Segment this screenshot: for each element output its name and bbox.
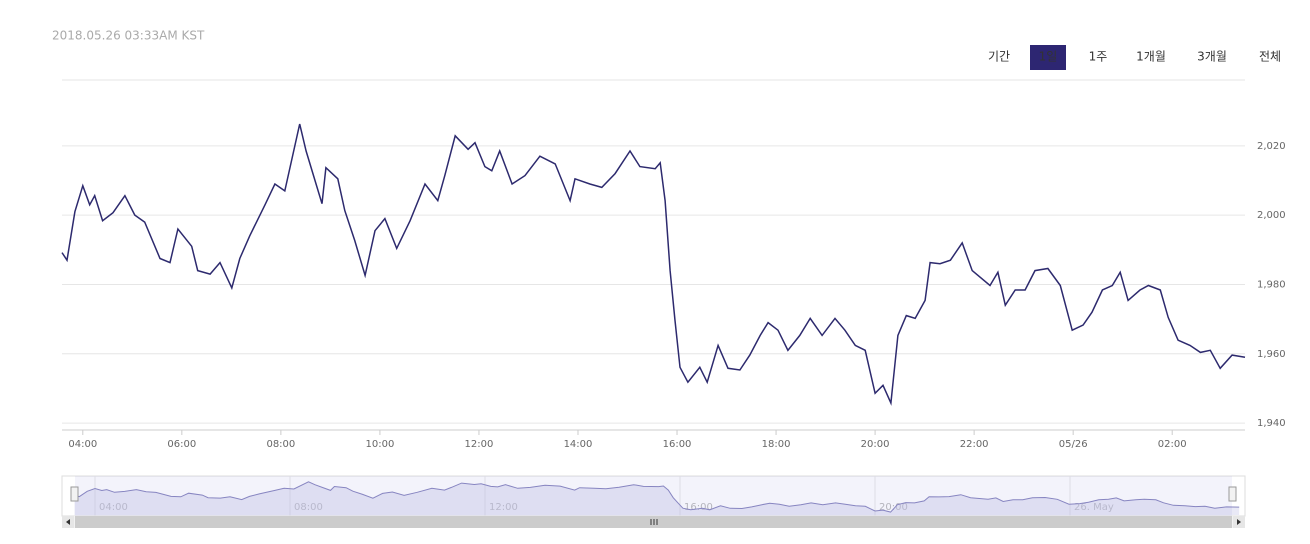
- navigator-handle-right[interactable]: [1228, 486, 1237, 502]
- y-tick-label: 1,960: [1257, 349, 1286, 360]
- navigator-tick-label: 26. May: [1074, 502, 1114, 513]
- navigator-area: [74, 481, 1240, 515]
- x-tick-label: 08:00: [266, 439, 295, 450]
- navigator-handle-left[interactable]: [70, 486, 79, 502]
- x-tick-label: 14:00: [564, 439, 593, 450]
- plot: 1,940 1,960 1,980 2,000 2,020 04:00 06:00 08:00…: [61, 123, 1286, 450]
- range-button[interactable]: 1개월: [1136, 50, 1166, 64]
- range-buttons: 1일 1주 1개월 3개월 전체: [1030, 45, 1281, 70]
- scroll-right-arrow: [1237, 519, 1241, 525]
- navigator-line: [74, 481, 1240, 513]
- navigator-tick-label: 04:00: [99, 502, 128, 513]
- x-tick-label: 16:00: [663, 439, 692, 450]
- navigator-tick-label: 08:00: [294, 502, 323, 513]
- x-tick-label: 04:00: [68, 439, 97, 450]
- x-tick-label: 12:00: [465, 439, 494, 450]
- navigator-tick-label: 20:00: [879, 502, 908, 513]
- timestamp: 2018.05.26 03:33AM KST: [52, 29, 205, 43]
- x-tick-label: 10:00: [365, 439, 394, 450]
- y-tick-label: 1,980: [1257, 279, 1286, 290]
- navigator-mask: [75, 476, 1232, 516]
- range-button[interactable]: 3개월: [1197, 50, 1227, 64]
- x-tick-label: 20:00: [861, 439, 890, 450]
- x-tick-label: 05/26: [1059, 439, 1088, 450]
- navigator-content: 04:00 08:00 12:00 16:00 20:00 26. May: [74, 476, 1240, 516]
- y-tick-label: 1,940: [1257, 418, 1286, 429]
- navigator-tick-label: 12:00: [489, 502, 518, 513]
- y-tick-label: 2,020: [1257, 141, 1286, 152]
- y-tick-label: 2,000: [1257, 210, 1286, 221]
- x-tick-label: 06:00: [167, 439, 196, 450]
- range-button[interactable]: 전체: [1259, 50, 1281, 64]
- range-button-bg[interactable]: [1030, 45, 1066, 70]
- scroll-left-arrow: [66, 519, 70, 525]
- price-line: [61, 123, 1246, 406]
- x-tick-label: 02:00: [1158, 439, 1187, 450]
- scrollbar-grip: [650, 519, 658, 525]
- x-tick-label: 18:00: [762, 439, 791, 450]
- range-button[interactable]: 1일: [1039, 50, 1058, 64]
- navigator-tick-label: 16:00: [684, 502, 713, 513]
- range-label: 기간: [988, 50, 1010, 64]
- x-tick-label: 22:00: [960, 439, 989, 450]
- range-button[interactable]: 1주: [1089, 50, 1108, 64]
